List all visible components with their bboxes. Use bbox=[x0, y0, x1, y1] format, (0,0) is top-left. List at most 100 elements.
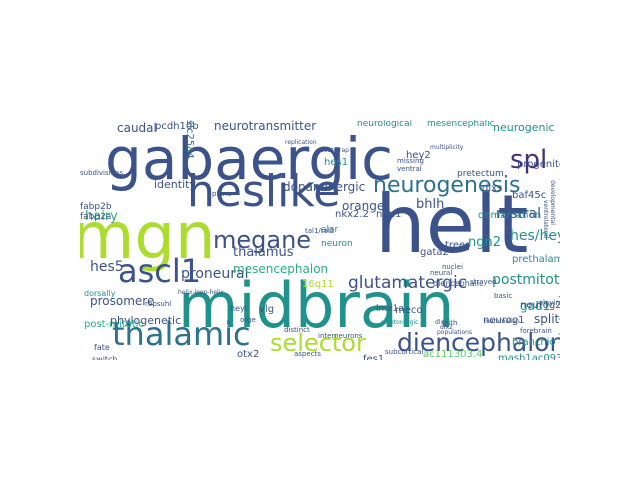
cloud-word: neurogenesis bbox=[373, 173, 521, 198]
cloud-word: pax6 bbox=[80, 120, 83, 121]
cloud-word: trees bbox=[445, 240, 471, 251]
cloud-word: multiplicity bbox=[430, 144, 464, 151]
cloud-word: neurogenic bbox=[493, 121, 555, 134]
cloud-word: missing bbox=[397, 157, 424, 165]
cloud-word: helix-loop-helix bbox=[178, 289, 224, 296]
cloud-word: switch bbox=[92, 355, 118, 361]
cloud-word: dopaminergic bbox=[283, 180, 366, 194]
cloud-word: megane bbox=[213, 226, 312, 254]
cloud-word: hes3 bbox=[80, 120, 83, 121]
cloud-word: gbx2 bbox=[80, 120, 83, 121]
cloud-word: lhx9 bbox=[80, 120, 83, 121]
cloud-word: pcdh10b bbox=[155, 121, 199, 132]
cloud-word: midbrain bbox=[178, 269, 455, 342]
cloud-word: ascl1a bbox=[80, 120, 84, 121]
cloud-word: ac111303.4 bbox=[423, 349, 483, 360]
cloud-word: dorsally bbox=[84, 289, 116, 298]
cloud-word: diencephalon bbox=[397, 328, 560, 357]
cloud-word: baf45c bbox=[512, 190, 547, 201]
cloud-word: caudal bbox=[80, 120, 84, 121]
cloud-word: ventrolateral bbox=[542, 200, 549, 239]
cloud-word: tectum bbox=[80, 120, 84, 121]
cloud-word: basic bbox=[494, 292, 513, 300]
cloud-word: forebrain bbox=[520, 327, 552, 335]
cloud-word: sox bbox=[80, 120, 82, 121]
cloud-word: mcg bbox=[80, 120, 83, 121]
cloud-word: mesencephalon bbox=[233, 262, 329, 276]
cloud-word: replication bbox=[285, 139, 317, 146]
cloud-word: dlx2 bbox=[440, 324, 453, 331]
cloud-word: hes1s bbox=[80, 120, 83, 121]
cloud-word: bhlh bbox=[416, 197, 445, 212]
cloud-word: lmx1a bbox=[376, 304, 404, 314]
cloud-word: serotonergic bbox=[381, 319, 419, 326]
cloud-word: rhombomere bbox=[80, 120, 87, 121]
cloud-word: distinct bbox=[284, 326, 310, 334]
cloud-word: neurological bbox=[357, 120, 413, 129]
cloud-word: helt bbox=[375, 178, 529, 271]
cloud-word: subcortical bbox=[385, 348, 424, 356]
cloud-word: rostral bbox=[496, 206, 542, 222]
cloud-word: nuclei bbox=[442, 263, 463, 271]
cloud-word: fgf8 bbox=[80, 120, 82, 121]
cloud-word: neural bbox=[430, 269, 453, 277]
cloud-word: neuron bbox=[321, 239, 353, 249]
cloud-word: wnt1 bbox=[80, 120, 83, 121]
cloud-word: hes1 bbox=[324, 157, 349, 168]
cloud-word: gene bbox=[80, 120, 83, 121]
cloud-word: prethalamus bbox=[512, 254, 560, 265]
cloud-word: her6 bbox=[80, 120, 83, 121]
word-cloud: gabaergic helt midbrain mgn heslike spl neurog… bbox=[80, 120, 560, 360]
cloud-word: subdivisions bbox=[80, 169, 123, 177]
cloud-word: ngn2 bbox=[468, 235, 502, 250]
cloud-word: interneurons bbox=[318, 332, 363, 340]
cloud-word: proneural bbox=[181, 266, 249, 282]
cloud-word: developmental bbox=[549, 180, 556, 225]
cloud-word: post-mitotic bbox=[84, 319, 144, 330]
cloud-word: fes1 bbox=[363, 354, 385, 361]
cloud-word: slc25a4 bbox=[184, 120, 195, 159]
cloud-word: floor bbox=[80, 120, 83, 121]
cloud-word: fabp2b bbox=[80, 202, 112, 212]
cloud-word: superior bbox=[80, 120, 85, 121]
cloud-word: 16q11 bbox=[302, 279, 334, 290]
cloud-word: hes6 bbox=[80, 120, 83, 121]
cloud-word: tbr1 bbox=[80, 120, 83, 121]
cloud-word: branchio bbox=[512, 337, 556, 348]
cloud-word: her4 bbox=[80, 120, 83, 121]
cloud-word: gabaergic bbox=[105, 125, 394, 193]
cloud-word: hes/hey bbox=[510, 228, 560, 244]
cloud-word: gata2 bbox=[420, 247, 449, 258]
cloud-word: pretectum bbox=[457, 169, 504, 179]
cloud-word: plane bbox=[212, 190, 232, 198]
cloud-word: neurog1 bbox=[483, 315, 525, 326]
cloud-word: vlg bbox=[259, 304, 275, 315]
cloud-word: ventral bbox=[397, 165, 422, 173]
cloud-word: postmitotic bbox=[492, 272, 560, 288]
cloud-word: her9 bbox=[80, 120, 83, 121]
cloud-word: strayed bbox=[470, 278, 497, 286]
cloud-word: hes5 bbox=[90, 259, 124, 275]
cloud-word: otx2 bbox=[237, 349, 260, 360]
cloud-word: hairy bbox=[85, 209, 118, 224]
cloud-word: lhx1 bbox=[80, 120, 83, 121]
cloud-word: fate bbox=[94, 343, 110, 352]
cloud-word: tal1/tal2 bbox=[305, 227, 335, 235]
cloud-word: hey2 bbox=[406, 150, 431, 161]
cloud-word: brain bbox=[80, 120, 83, 121]
cloud-word: neurotransmitter bbox=[214, 120, 317, 133]
cloud-word: neurod bbox=[80, 120, 84, 121]
cloud-word: thalamic bbox=[112, 315, 251, 353]
cloud-word: alar bbox=[321, 225, 339, 235]
cloud-word: aspects bbox=[294, 350, 321, 358]
cloud-word: diencephalic bbox=[433, 279, 484, 288]
cloud-word: delta bbox=[80, 120, 83, 121]
cloud-word: heyl bbox=[230, 304, 247, 313]
cloud-word: leith bbox=[442, 319, 458, 327]
cloud-word: selector bbox=[270, 329, 366, 357]
cloud-word: rbpsuhl bbox=[145, 300, 172, 308]
cloud-word: orge bbox=[240, 316, 256, 324]
cloud-word: fabp2a bbox=[80, 212, 112, 222]
cloud-word: zona bbox=[80, 120, 83, 121]
